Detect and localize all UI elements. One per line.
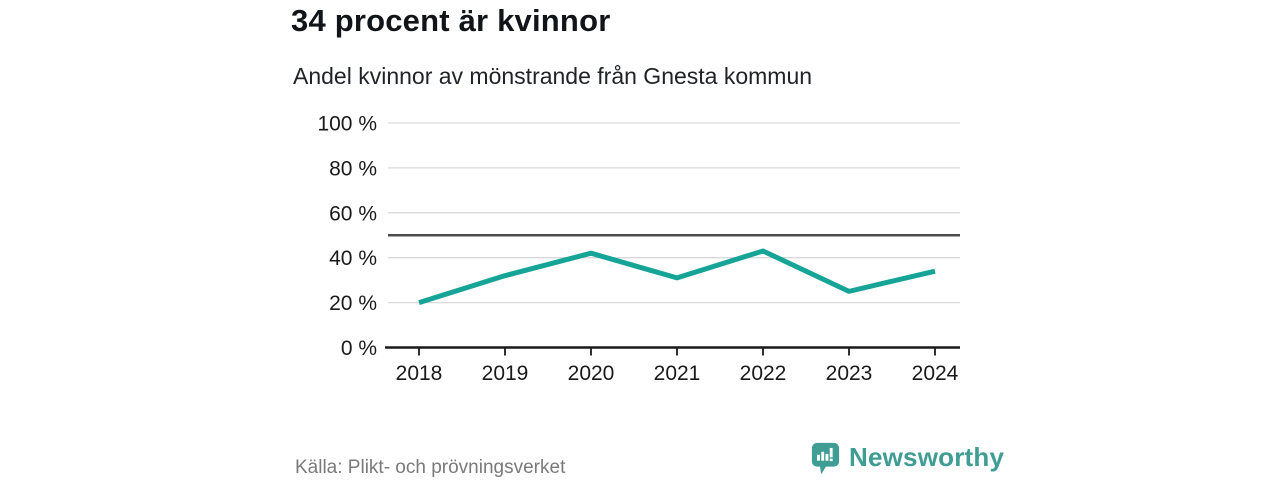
x-axis-label: 2024 bbox=[912, 362, 959, 385]
x-axis-label: 2023 bbox=[826, 362, 873, 385]
y-axis-label: 40 % bbox=[329, 247, 377, 270]
y-axis-label: 0 % bbox=[341, 337, 377, 360]
data-line bbox=[418, 248, 936, 305]
y-axis-label: 100 % bbox=[317, 113, 377, 136]
x-axis-label: 2021 bbox=[654, 362, 701, 385]
newsworthy-logo-icon bbox=[811, 442, 840, 475]
y-axis-label: 80 % bbox=[329, 157, 377, 180]
x-axis-label: 2018 bbox=[396, 362, 443, 385]
chart-title: 34 procent är kvinnor bbox=[291, 3, 611, 38]
x-axis-label: 2020 bbox=[568, 362, 615, 385]
x-axis-label: 2022 bbox=[740, 362, 787, 385]
y-axis-label: 60 % bbox=[329, 202, 377, 225]
chart-subtitle: Andel kvinnor av mönstrande från Gnesta … bbox=[293, 63, 813, 89]
source-text: Källa: Plikt- och prövningsverket bbox=[295, 457, 566, 478]
y-axis-label: 20 % bbox=[329, 292, 377, 315]
newsworthy-logo: Newsworthy bbox=[811, 442, 1004, 476]
x-axis-label: 2019 bbox=[482, 362, 529, 385]
newsworthy-logo-text: Newsworthy bbox=[849, 442, 1005, 472]
